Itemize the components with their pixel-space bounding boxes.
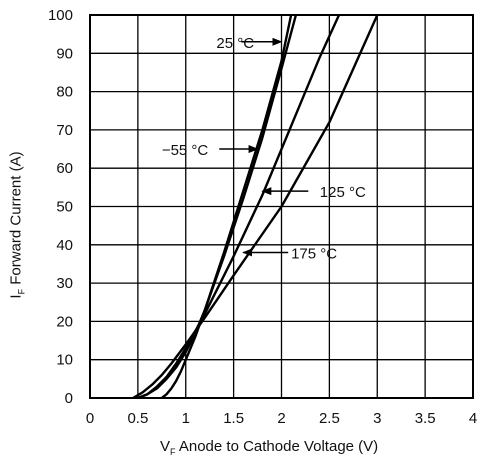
y-tick-label: 0	[65, 390, 73, 407]
curves	[132, 14, 379, 400]
x-tick-label: 0.5	[127, 410, 148, 427]
x-axis-label: VF Anode to Cathode Voltage (V)	[160, 438, 379, 457]
x-tick-label: 2.5	[319, 410, 340, 427]
y-tick-label: 30	[56, 275, 73, 292]
annotation-label: −55 °C	[162, 142, 209, 159]
annotation-label: 175 °C	[291, 245, 337, 262]
x-tick-label: 1	[182, 410, 190, 427]
x-tick-label: 2	[277, 410, 285, 427]
annotations: 25 °C −55 °C 125 °C 175 °C	[162, 35, 366, 263]
series-line	[132, 14, 379, 400]
y-tick-label: 80	[56, 84, 73, 101]
y-tick-label: 20	[56, 313, 73, 330]
grid	[89, 14, 474, 399]
y-tick-label: 100	[48, 7, 73, 24]
y-tick-label: 50	[56, 199, 73, 216]
y-tick-label: 40	[56, 237, 73, 254]
y-axis-label-wrap: IF Forward Current (A)	[2, 75, 32, 375]
x-tick-label: 3.5	[415, 410, 436, 427]
annotation-label: 25 °C	[216, 35, 254, 52]
plot-frame	[89, 14, 474, 399]
x-tick-label: 1.5	[223, 410, 244, 427]
x-tick-label: 4	[469, 410, 477, 427]
series-line	[161, 14, 293, 399]
y-tick-label: 10	[56, 352, 73, 369]
x-tick-label: 3	[373, 410, 381, 427]
annotation-label: 125 °C	[320, 184, 366, 201]
y-tick-label: 60	[56, 160, 73, 177]
y-tick-label: 70	[56, 122, 73, 139]
x-tick-label: 0	[86, 410, 94, 427]
y-tick-label: 90	[56, 45, 73, 62]
y-axis-label: IF Forward Current (A)	[7, 151, 27, 299]
